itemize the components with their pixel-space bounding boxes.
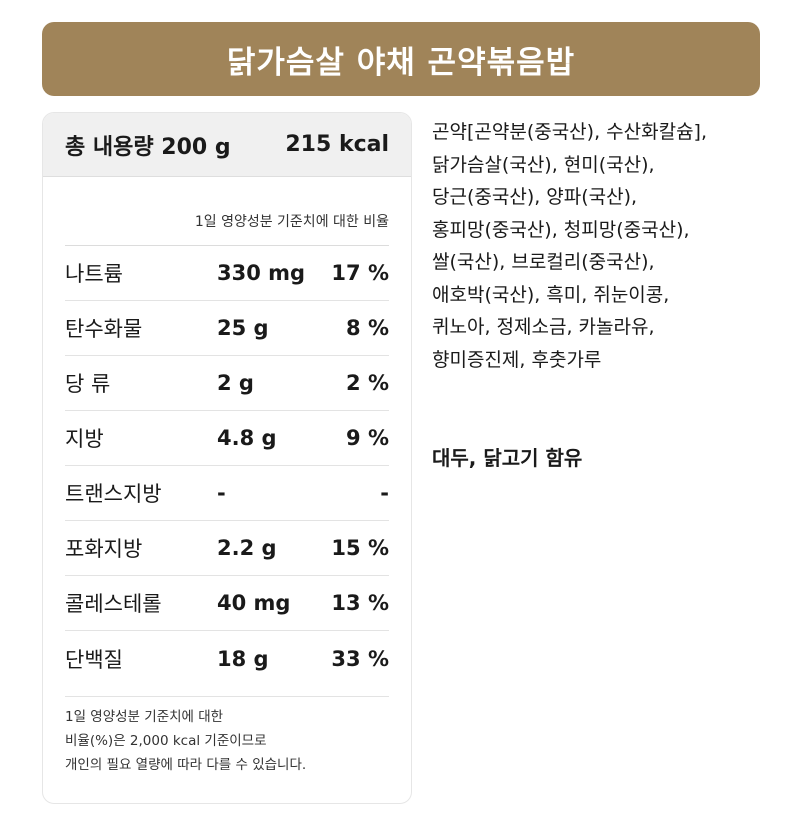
nutrient-name: 콜레스테롤 (65, 592, 162, 616)
ingredient-line: 홍피망(중국산), 청피망(중국산), (432, 218, 690, 241)
nutrient-amount: - (217, 481, 226, 505)
ingredient-line: 닭가슴살(국산), 현미(국산), (432, 153, 655, 176)
nutrient-row-sugars: 당 류 2 g 2 % (65, 356, 389, 411)
nutrient-percent: 9 % (346, 426, 389, 450)
nutrient-rows: 나트륨 330 mg 17 % 탄수화물 25 g 8 % 당 류 2 g 2 … (65, 246, 389, 686)
nutrient-name: 포화지방 (65, 537, 143, 561)
nutrient-name: 단백질 (65, 647, 123, 672)
nutrient-percent: 8 % (346, 316, 389, 340)
footnote-line: 1일 영양성분 기준치에 대한 (65, 709, 224, 725)
nutrient-row-protein: 단백질 18 g 33 % (65, 631, 389, 686)
product-title-banner: 닭가슴살 야채 곤약볶음밥 (42, 22, 760, 96)
nutrient-percent: 13 % (331, 591, 389, 615)
nutrient-name: 당 류 (65, 372, 111, 396)
nutrient-name: 탄수화물 (65, 317, 143, 341)
ingredients-list: 곤약[곤약분(중국산), 수산화칼슘], 닭가슴살(국산), 현미(국산), 당… (432, 116, 772, 376)
product-title: 닭가슴살 야채 곤약볶음밥 (226, 44, 576, 81)
nutrient-row-fat: 지방 4.8 g 9 % (65, 411, 389, 466)
nutrient-name: 트랜스지방 (65, 482, 162, 506)
nutrient-row-cholesterol: 콜레스테롤 40 mg 13 % (65, 576, 389, 631)
nutrient-amount: 40 mg (217, 591, 291, 615)
nutrient-percent: 33 % (331, 646, 389, 671)
footnote-line: 개인의 필요 열량에 따라 다를 수 있습니다. (65, 757, 307, 773)
nutrient-percent: 17 % (331, 261, 389, 285)
nutrient-percent: 15 % (331, 536, 389, 560)
nutrient-amount: 330 mg (217, 261, 306, 285)
nutrient-amount: 25 g (217, 316, 269, 340)
daily-value-caption: 1일 영양성분 기준치에 대한 비율 (65, 211, 389, 246)
nutrition-facts-panel: 총 내용량 200 g 215 kcal 1일 영양성분 기준치에 대한 비율 … (42, 112, 412, 804)
ingredient-line: 퀴노아, 정제소금, 카놀라유, (432, 316, 655, 338)
footnote-line: 비율(%)은 2,000 kcal 기준이므로 (65, 733, 267, 749)
nutrient-row-saturated-fat: 포화지방 2.2 g 15 % (65, 521, 389, 576)
ingredient-line: 향미증진제, 후춧가루 (432, 348, 602, 371)
nutrient-name: 지방 (65, 427, 104, 451)
allergen-notice: 대두, 닭고기 함유 (432, 446, 583, 470)
ingredient-line: 애호박(국산), 흑미, 쥐눈이콩, (432, 283, 670, 306)
nutrition-header: 총 내용량 200 g 215 kcal (43, 113, 411, 177)
nutrient-row-sodium: 나트륨 330 mg 17 % (65, 246, 389, 301)
ingredient-line: 당근(중국산), 양파(국산), (432, 186, 638, 208)
ingredient-line: 곤약[곤약분(중국산), 수산화칼슘], (432, 121, 708, 143)
nutrient-percent: - (380, 481, 389, 505)
nutrient-row-carbohydrate: 탄수화물 25 g 8 % (65, 301, 389, 356)
nutrient-row-trans-fat: 트랜스지방 - - (65, 466, 389, 521)
nutrient-amount: 2.2 g (217, 536, 277, 560)
nutrient-amount: 4.8 g (217, 426, 277, 450)
nutrient-percent: 2 % (346, 371, 389, 395)
ingredient-line: 쌀(국산), 브로컬리(중국산), (432, 251, 655, 273)
daily-value-footnote: 1일 영양성분 기준치에 대한 비율(%)은 2,000 kcal 기준이므로 … (65, 696, 389, 777)
calories-value: 215 kcal (285, 132, 389, 157)
nutrient-amount: 18 g (217, 646, 269, 671)
total-content-label: 총 내용량 200 g (65, 134, 231, 160)
nutrient-amount: 2 g (217, 371, 254, 395)
nutrient-name: 나트륨 (65, 262, 123, 286)
